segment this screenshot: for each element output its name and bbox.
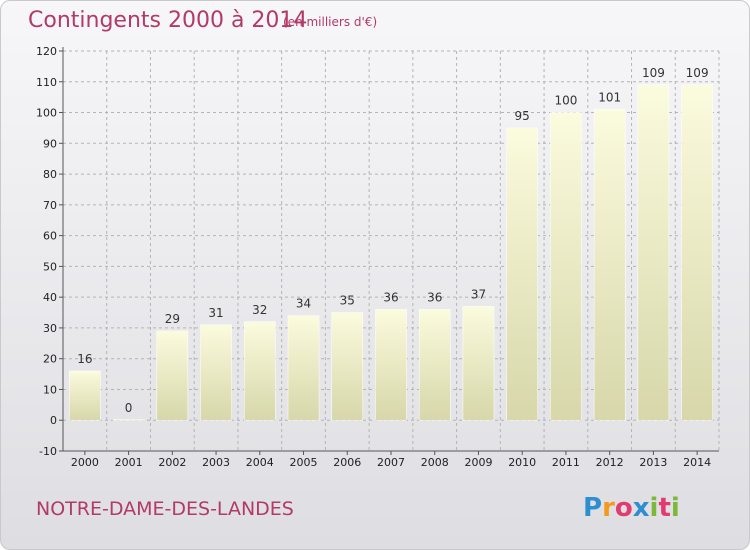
bar xyxy=(593,109,626,421)
bar xyxy=(244,321,276,421)
x-tick-label: 2002 xyxy=(158,456,186,469)
logo-letter: P xyxy=(583,493,602,523)
logo-letter: t xyxy=(658,493,670,523)
y-tick-label: 50 xyxy=(43,260,57,273)
commune-name: NOTRE-DAME-DES-LANDES xyxy=(36,498,294,520)
y-tick-label: 30 xyxy=(43,322,57,335)
bar xyxy=(156,330,189,421)
bar xyxy=(637,84,670,421)
data-label: 36 xyxy=(427,290,442,304)
data-label: 35 xyxy=(340,294,355,308)
x-tick-label: 2005 xyxy=(290,456,318,469)
logo-letter: o xyxy=(615,493,633,523)
logo-letter: i xyxy=(650,493,659,523)
logo-letter: r xyxy=(602,493,615,523)
axes: -10 0 10 20 30 40 50 60 70 80 90 100 110 120 2000 2001 2… xyxy=(36,45,719,469)
data-label: 32 xyxy=(252,303,267,317)
y-tick-label: 70 xyxy=(43,199,57,212)
y-tick-label: 120 xyxy=(36,45,57,58)
chart-unit: (en milliers d'€) xyxy=(283,15,377,29)
data-label: 109 xyxy=(686,66,709,80)
bars: 16 0 29 31 32 34 35 36 36 37 95 100 101 109 109 xyxy=(69,66,713,421)
y-tick-label: -10 xyxy=(39,445,57,458)
data-label: 101 xyxy=(598,90,621,104)
data-label: 29 xyxy=(165,312,180,326)
x-tick-label: 2012 xyxy=(596,456,624,469)
y-tick-label: 20 xyxy=(43,353,57,366)
data-label: 36 xyxy=(383,290,398,304)
chart-title: Contingents 2000 à 2014 xyxy=(28,8,307,33)
bar xyxy=(681,84,713,421)
y-tick-label: 100 xyxy=(36,107,57,120)
bar xyxy=(331,312,364,421)
data-label: 37 xyxy=(471,287,486,301)
x-tick-label: 2013 xyxy=(639,456,667,469)
data-label: 95 xyxy=(515,109,530,123)
x-tick-label: 2008 xyxy=(421,456,449,469)
bar xyxy=(69,370,101,421)
y-tick-label: 0 xyxy=(50,414,57,427)
x-tick-label: 2010 xyxy=(508,456,536,469)
bar xyxy=(550,112,582,421)
y-tick-label: 90 xyxy=(43,137,57,150)
bar xyxy=(418,309,451,421)
data-label: 16 xyxy=(77,352,92,366)
logo-letter: x xyxy=(633,493,650,523)
x-tick-label: 2006 xyxy=(333,456,361,469)
x-tick-label: 2014 xyxy=(683,456,711,469)
x-tick-label: 2009 xyxy=(464,456,492,469)
bar xyxy=(112,418,145,421)
x-tick-label: 2004 xyxy=(246,456,274,469)
bar xyxy=(462,306,495,421)
x-tick-label: 2001 xyxy=(115,456,143,469)
x-tick-label: 2007 xyxy=(377,456,405,469)
proxiti-logo: Proxiti xyxy=(583,493,680,523)
data-label: 109 xyxy=(642,66,665,80)
x-tick-label: 2000 xyxy=(71,456,99,469)
x-tick-label: 2011 xyxy=(552,456,580,469)
bar xyxy=(287,315,320,421)
y-tick-label: 10 xyxy=(43,383,57,396)
data-label: 31 xyxy=(208,306,223,320)
data-label: 34 xyxy=(296,297,311,311)
y-tick-label: 60 xyxy=(43,230,57,243)
bar xyxy=(506,127,538,421)
bar xyxy=(375,309,407,421)
logo-letter: i xyxy=(671,493,680,523)
y-tick-label: 40 xyxy=(43,291,57,304)
x-tick-label: 2003 xyxy=(202,456,230,469)
data-label: 100 xyxy=(554,94,577,108)
y-tick-label: 80 xyxy=(43,168,57,181)
bar xyxy=(200,324,232,421)
y-tick-label: 110 xyxy=(36,76,57,89)
data-label: 0 xyxy=(125,401,133,415)
